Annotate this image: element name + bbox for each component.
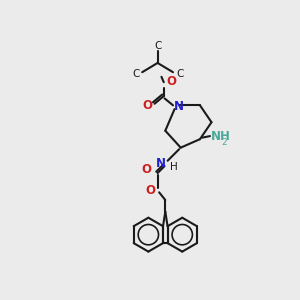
Text: C: C xyxy=(176,69,184,79)
Text: NH: NH xyxy=(211,130,231,142)
Text: O: O xyxy=(146,184,156,196)
Text: 2: 2 xyxy=(221,138,227,147)
Text: C: C xyxy=(154,41,161,51)
Text: O: O xyxy=(142,99,153,112)
Text: N: N xyxy=(156,157,166,169)
Text: O: O xyxy=(166,75,176,88)
Text: N: N xyxy=(174,100,184,113)
Text: O: O xyxy=(142,164,152,176)
Text: H: H xyxy=(170,162,178,172)
Text: C: C xyxy=(132,69,140,79)
